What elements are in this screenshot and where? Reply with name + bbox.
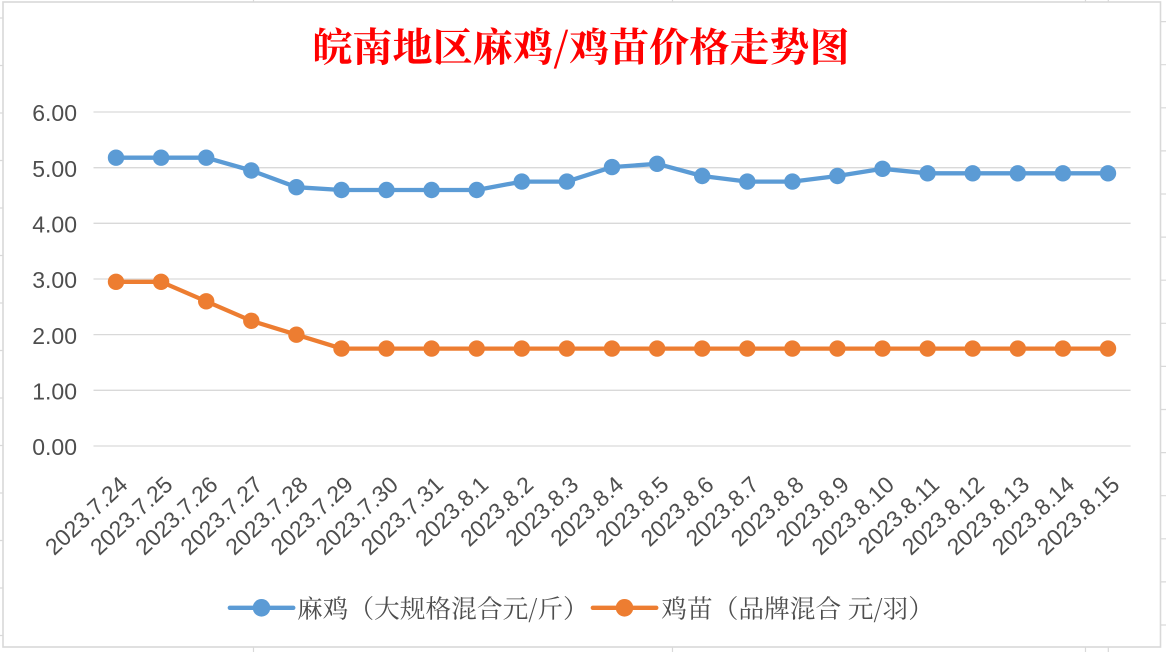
svg-text:4.00: 4.00 bbox=[32, 212, 77, 238]
svg-text:5.00: 5.00 bbox=[32, 156, 77, 182]
svg-text:3.00: 3.00 bbox=[32, 267, 77, 293]
svg-text:1.00: 1.00 bbox=[32, 379, 77, 405]
svg-text:6.00: 6.00 bbox=[32, 100, 77, 126]
svg-text:2.00: 2.00 bbox=[32, 323, 77, 349]
svg-text:0.00: 0.00 bbox=[32, 434, 77, 460]
